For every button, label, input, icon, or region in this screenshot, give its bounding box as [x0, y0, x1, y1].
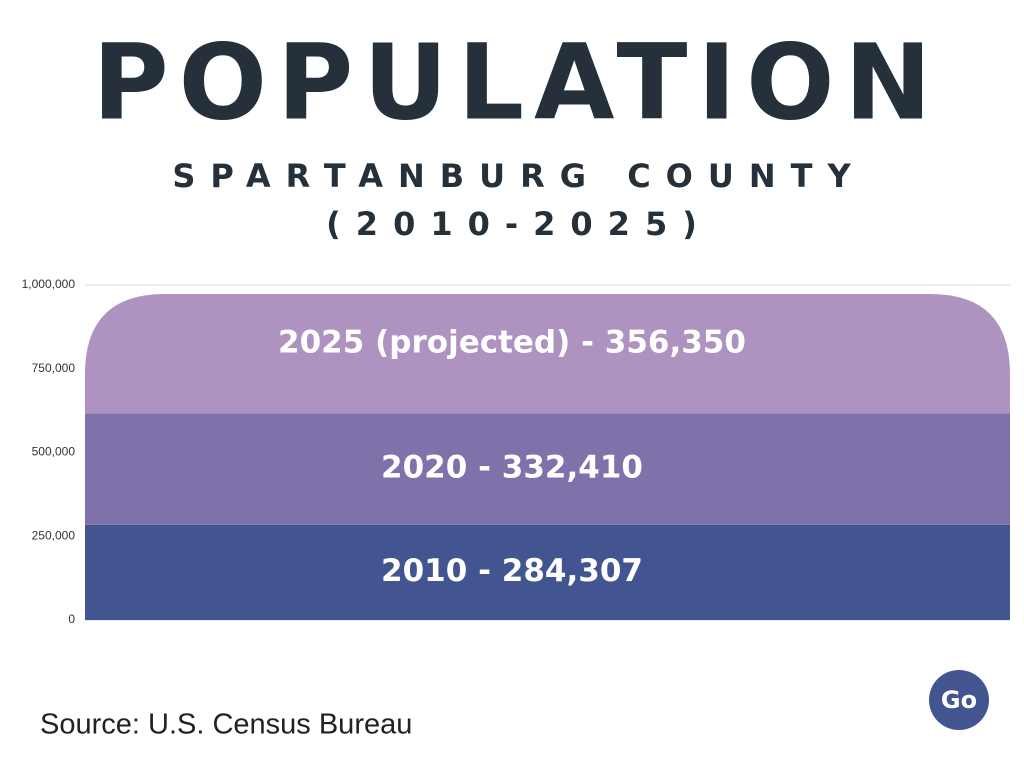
y-tick-label: 500,000	[32, 445, 76, 459]
bar-segment	[85, 413, 1010, 525]
data-label: 2025 (projected) - 356,350	[278, 325, 746, 361]
y-tick-label: 750,000	[32, 361, 76, 375]
y-tick-label: 1,000,000	[22, 277, 76, 291]
bar-segment	[85, 524, 1010, 620]
plot-area: 0 250,000 500,000 750,000 1,000,000 2010 - 28…	[22, 277, 1010, 626]
chart-subtitle: SPARTANBURG COUNTY	[172, 157, 865, 195]
logo-badge	[929, 670, 989, 730]
logo-text: Go	[941, 686, 977, 714]
chart-subtitle: (2010-2025)	[326, 205, 712, 243]
y-tick-label: 0	[68, 612, 75, 626]
source-note: Source: U.S. Census Bureau	[40, 709, 412, 741]
data-label: 2010 - 284,307	[381, 553, 643, 589]
y-tick-label: 250,000	[32, 528, 76, 542]
bar-segment	[85, 294, 1010, 414]
data-label: 2020 - 332,410	[381, 450, 643, 486]
chart-title: POPULATION	[92, 21, 941, 143]
